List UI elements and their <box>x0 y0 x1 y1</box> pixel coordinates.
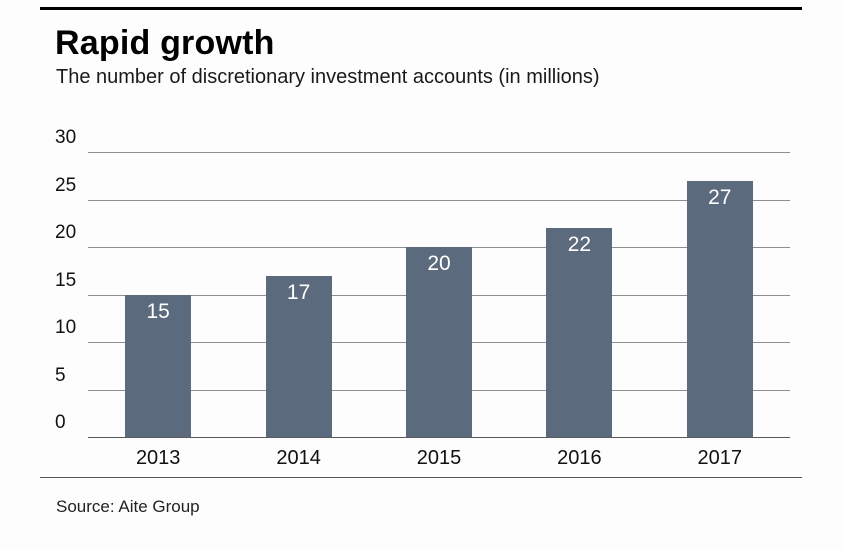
gridline-25 <box>88 199 790 201</box>
bar-value-label-2015: 20 <box>427 252 451 275</box>
gridline-30 <box>88 152 790 153</box>
x-axis-label-2017: 2017 <box>697 447 743 469</box>
y-tick-label-5: 5 <box>55 364 66 386</box>
x-axis-label-2015: 2015 <box>416 447 462 469</box>
bottom-rule <box>40 477 802 478</box>
y-tick-label-25: 25 <box>55 174 77 196</box>
y-tick-label-30: 30 <box>55 127 77 148</box>
x-axis-label-2013: 2013 <box>135 447 181 469</box>
bar-2015: 20 <box>406 247 472 437</box>
chart-subtitle: The number of discretionary investment a… <box>56 66 600 88</box>
bar-chart-plot-area: 0 5 10 15 20 25 30 15 2013 17 2014 20 2015 22 2016 27 20… <box>55 127 790 485</box>
y-tick-label-15: 15 <box>55 269 77 291</box>
x-axis-label-2016: 2016 <box>557 447 602 469</box>
bar-2016: 22 <box>546 228 613 437</box>
bar-2017: 27 <box>686 180 753 437</box>
chart-title: Rapid growth <box>55 24 275 62</box>
bar-value-label-2013: 15 <box>146 299 170 323</box>
x-axis-label-2014: 2014 <box>276 447 321 469</box>
y-tick-label-10: 10 <box>55 317 77 338</box>
bar-2013: 15 <box>125 294 192 437</box>
bar-2014: 17 <box>265 275 332 437</box>
bar-value-label-2017: 27 <box>708 185 732 209</box>
y-tick-label-20: 20 <box>55 222 77 243</box>
y-tick-label-0: 0 <box>55 412 66 433</box>
source-label: Source: Aite Group <box>56 497 200 516</box>
top-rule <box>40 7 802 10</box>
bar-value-label-2016: 22 <box>567 233 592 256</box>
bar-value-label-2014: 17 <box>286 280 311 304</box>
gridline-0 <box>88 437 790 438</box>
